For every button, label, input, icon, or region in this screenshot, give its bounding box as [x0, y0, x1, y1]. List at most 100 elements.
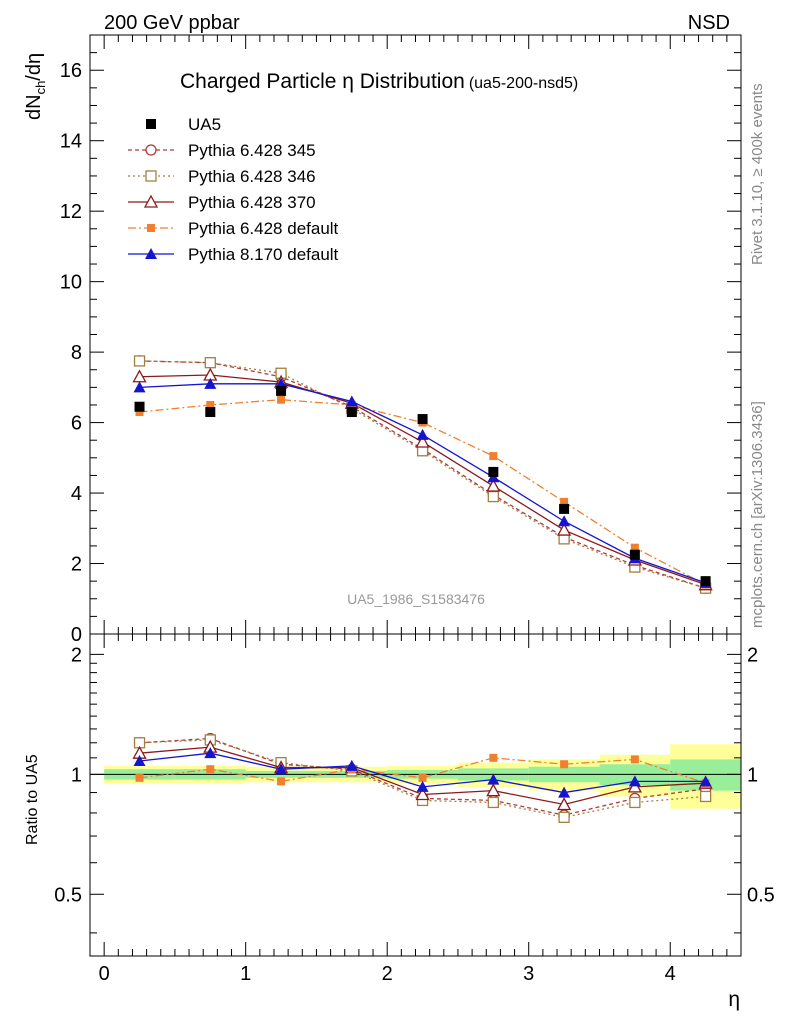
main-series-point: [204, 377, 217, 389]
main-series-point: [277, 395, 286, 404]
ratio-series-point: [135, 773, 144, 782]
main-y-tick-label: 0: [71, 624, 82, 646]
main-y-tick-label: 4: [71, 483, 82, 505]
legend-marker: [147, 224, 155, 232]
ratio-series-point: [416, 780, 429, 792]
legend-label: Pythia 8.170 default: [188, 245, 339, 264]
x-tick-label: 4: [665, 963, 676, 985]
ratio-series-line: [139, 739, 706, 818]
x-tick-label: 0: [99, 963, 110, 985]
data-point: [559, 503, 570, 514]
ratio-series-point: [629, 796, 641, 809]
main-subtitle: (ua5-200-nsd5): [469, 75, 578, 92]
x-ticks: 0 1 2 3 4: [99, 35, 742, 985]
main-y-tick-label: 6: [71, 413, 82, 435]
main-series-line: [139, 374, 706, 586]
data-point: [276, 385, 287, 396]
main-series-point: [206, 400, 215, 409]
main-series-point: [415, 434, 430, 448]
main-y-label: dNch/dη: [23, 53, 48, 120]
ratio-series-point: [418, 773, 427, 782]
x-axis-label: η: [728, 988, 740, 1011]
x-tick-label: 2: [382, 963, 393, 985]
main-y-tick-label: 16: [60, 60, 82, 82]
ratio-series-point: [206, 765, 215, 774]
main-y-tick-label: 8: [71, 342, 82, 364]
data-point: [205, 407, 216, 418]
ratio-series: [132, 732, 713, 823]
x-tick-label: 3: [523, 963, 534, 985]
main-y-tick-label: 12: [60, 201, 82, 223]
rivet-label: Rivet 3.1.10, ≥ 400k events: [749, 83, 766, 265]
main-series-line: [139, 360, 706, 589]
ratio-series-point: [487, 773, 500, 785]
ratio-y-tick-label-right: 1: [747, 764, 758, 786]
ratio-series-point: [489, 753, 498, 762]
legend-marker: [145, 170, 157, 182]
main-series-point: [558, 515, 571, 527]
main-series-point: [204, 357, 216, 369]
legend-label: Pythia 6.428 346: [188, 167, 316, 186]
ratio-y-tick-label: 0.5: [54, 884, 82, 906]
main-title-text: Charged Particle η Distribution: [180, 70, 465, 93]
ratio-y-tick-label: 1: [71, 764, 82, 786]
ratio-series-point: [560, 760, 569, 769]
legend-marker: [143, 194, 159, 208]
main-series-point: [486, 478, 501, 492]
header-left: 200 GeV ppbar: [104, 12, 240, 34]
ratio-series-point: [487, 796, 499, 809]
ratio-series-point: [345, 759, 358, 771]
main-series: [132, 355, 713, 594]
main-series-point: [133, 355, 146, 367]
ratio-series-point: [699, 775, 712, 787]
legend-label: Pythia 6.428 370: [188, 193, 316, 212]
main-series-point: [416, 428, 429, 440]
main-watermark: UA5_1986_S1583476: [347, 591, 485, 607]
ratio-series-point: [415, 787, 430, 801]
ratio-y-tick-label-right: 2: [747, 644, 758, 666]
main-title: Charged Particle η Distribution (ua5-200-…: [180, 70, 578, 93]
data-point: [346, 407, 357, 418]
data-point: [134, 401, 145, 412]
ratio-series-point: [558, 811, 570, 823]
ratio-series-point: [275, 763, 288, 775]
data-point: [629, 549, 640, 560]
main-series-point: [133, 381, 146, 393]
main-series-line: [139, 383, 706, 584]
data-point: [700, 576, 711, 587]
ratio-series-point: [628, 775, 641, 787]
main-series-point: [345, 395, 358, 407]
main-y-ticks: 0 2 4 6 8 10 12 14 16: [60, 34, 741, 646]
main-series-line: [139, 399, 706, 586]
legend: UA5 Pythia 6.428 345 Pythia 6.428 346 Pythi…: [128, 115, 339, 264]
ratio-series-point: [699, 790, 712, 803]
header-right: NSD: [688, 12, 730, 34]
main-y-tick-label: 14: [60, 131, 82, 153]
data-point: [417, 414, 428, 425]
legend-marker: [145, 144, 157, 156]
ratio-y-label: Ratio to UA5: [24, 754, 41, 845]
ratio-series-point: [557, 797, 572, 811]
site-label: mcplots.cern.ch [arXiv:1306.3436]: [749, 401, 766, 628]
ratio-y-tick-label: 2: [71, 644, 82, 666]
ratio-series-point: [133, 755, 146, 767]
legend-marker-data: [146, 119, 156, 129]
legend-label: Pythia 6.428 345: [188, 141, 316, 160]
main-series-point: [630, 543, 639, 552]
main-panel: 0 2 4 6 8 10 12 14 16 UA5_1986_S1583476 Charged …: [23, 34, 742, 646]
legend-label: UA5: [188, 115, 221, 134]
data-point: [488, 466, 499, 477]
ratio-series-point: [630, 755, 639, 764]
ratio-series-point: [204, 747, 217, 759]
ratio-series-line: [139, 737, 706, 816]
main-series-point: [487, 490, 499, 503]
ratio-y-tick-label-right: 0.5: [747, 884, 775, 906]
main-series-point: [560, 497, 569, 506]
main-series-point: [489, 452, 498, 461]
main-y-tick-label: 2: [71, 554, 82, 576]
ratio-y-ticks: 0.5 0.5 1 1 2 2: [54, 644, 775, 934]
main-y-tick-label: 10: [60, 272, 82, 294]
legend-label: Pythia 6.428 default: [188, 219, 339, 238]
